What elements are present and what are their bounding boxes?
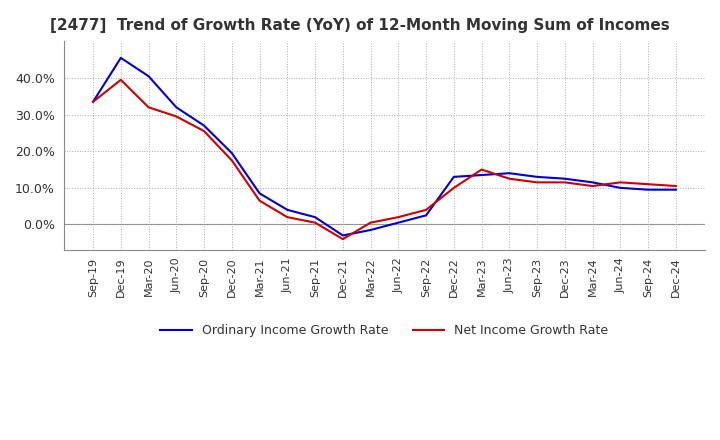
Net Income Growth Rate	[89, 99, 97, 104]
Net Income Growth Rate	[449, 185, 458, 191]
Line: Ordinary Income Growth Rate: Ordinary Income Growth Rate	[93, 58, 676, 235]
Net Income Growth Rate	[144, 105, 153, 110]
Ordinary Income Growth Rate	[311, 215, 320, 220]
Net Income Growth Rate	[616, 180, 625, 185]
Net Income Growth Rate	[533, 180, 541, 185]
Ordinary Income Growth Rate	[199, 123, 208, 128]
Net Income Growth Rate	[199, 128, 208, 134]
Legend: Ordinary Income Growth Rate, Net Income Growth Rate: Ordinary Income Growth Rate, Net Income …	[156, 319, 613, 342]
Net Income Growth Rate	[283, 215, 292, 220]
Ordinary Income Growth Rate	[672, 187, 680, 192]
Net Income Growth Rate	[117, 77, 125, 82]
Text: [2477]  Trend of Growth Rate (YoY) of 12-Month Moving Sum of Incomes: [2477] Trend of Growth Rate (YoY) of 12-…	[50, 18, 670, 33]
Net Income Growth Rate	[338, 236, 347, 242]
Net Income Growth Rate	[644, 182, 652, 187]
Ordinary Income Growth Rate	[256, 191, 264, 196]
Net Income Growth Rate	[394, 215, 402, 220]
Ordinary Income Growth Rate	[394, 220, 402, 225]
Ordinary Income Growth Rate	[477, 172, 486, 178]
Ordinary Income Growth Rate	[338, 233, 347, 238]
Ordinary Income Growth Rate	[505, 171, 513, 176]
Net Income Growth Rate	[477, 167, 486, 172]
Ordinary Income Growth Rate	[89, 99, 97, 104]
Net Income Growth Rate	[228, 158, 236, 163]
Ordinary Income Growth Rate	[228, 150, 236, 156]
Net Income Growth Rate	[588, 183, 597, 189]
Ordinary Income Growth Rate	[117, 55, 125, 61]
Ordinary Income Growth Rate	[422, 213, 431, 218]
Ordinary Income Growth Rate	[366, 227, 375, 233]
Ordinary Income Growth Rate	[283, 207, 292, 213]
Ordinary Income Growth Rate	[533, 174, 541, 180]
Ordinary Income Growth Rate	[644, 187, 652, 192]
Ordinary Income Growth Rate	[449, 174, 458, 180]
Net Income Growth Rate	[422, 207, 431, 213]
Ordinary Income Growth Rate	[588, 180, 597, 185]
Net Income Growth Rate	[505, 176, 513, 181]
Net Income Growth Rate	[561, 180, 570, 185]
Line: Net Income Growth Rate: Net Income Growth Rate	[93, 80, 676, 239]
Ordinary Income Growth Rate	[616, 185, 625, 191]
Net Income Growth Rate	[366, 220, 375, 225]
Net Income Growth Rate	[172, 114, 181, 119]
Ordinary Income Growth Rate	[144, 73, 153, 79]
Net Income Growth Rate	[311, 220, 320, 225]
Net Income Growth Rate	[256, 198, 264, 203]
Net Income Growth Rate	[672, 183, 680, 189]
Ordinary Income Growth Rate	[561, 176, 570, 181]
Ordinary Income Growth Rate	[172, 105, 181, 110]
